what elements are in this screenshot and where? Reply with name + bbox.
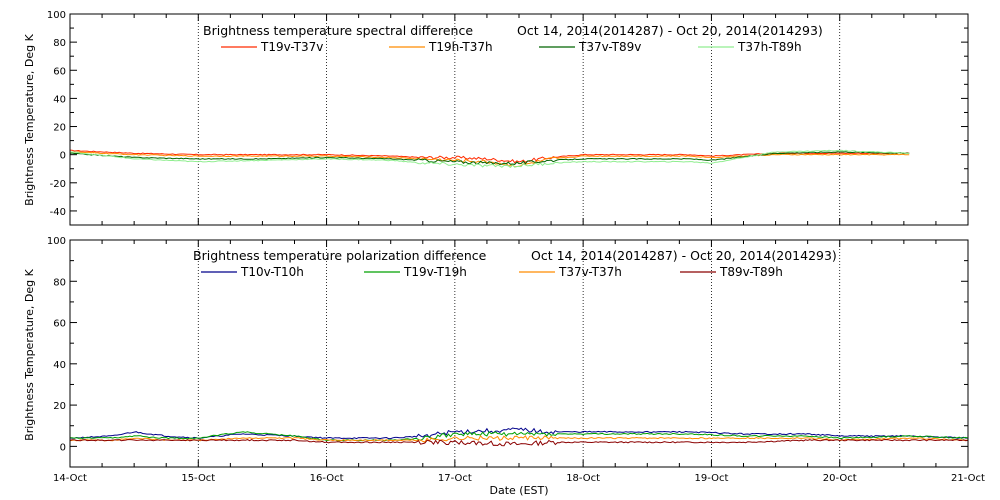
polarization-series-line-t89v-t89h [69,439,969,447]
polarization-y-tick-label: 20 [53,401,66,412]
spectral-series-layer [69,149,910,169]
x-axis-label: Date (EST) [489,484,548,497]
spectral-legend-label: T19v-T37v [260,40,323,54]
spectral-y-tick-label: 80 [53,38,66,49]
polarization-y-tick-label: 40 [53,360,66,371]
spectral-date-range: Oct 14, 2014(2014287) - Oct 20, 2014(201… [517,23,823,38]
polarization-difference-panel: 0 20 40 60 80 100 14-Oct 15-Oct 16-Oct 17-Oct 18-… [23,236,985,497]
spectral-y-axis-label: Brightness Temperature, Deg K [23,33,36,205]
spectral-y-tick-label: 60 [53,66,66,77]
polarization-y-tick-label: 60 [53,319,66,330]
spectral-series-line-t19h-t37h [69,151,910,168]
polarization-ticks [69,239,969,468]
x-tick-label: 14-Oct [53,473,87,484]
spectral-y-tick-label: 20 [53,123,66,134]
spectral-y-tick-label: 100 [47,10,66,21]
spectral-legend-label: T19h-T37h [428,40,493,54]
x-tick-label: 17-Oct [438,473,472,484]
spectral-ticks [69,13,969,226]
polarization-legend-label: T89v-T89h [719,265,783,279]
spectral-legend: T19v-T37v T19h-T37h T37v-T89v T37h-T89h [221,40,802,54]
x-tick-label: 19-Oct [694,473,728,484]
x-tick-label: 16-Oct [310,473,344,484]
polarization-date-range: Oct 14, 2014(2014287) - Oct 20, 2014(201… [531,248,837,263]
spectral-legend-label: T37h-T89h [737,40,802,54]
x-tick-label: 18-Oct [566,473,600,484]
spectral-y-tick-label: -20 [50,179,66,190]
polarization-series-layer [69,427,969,447]
polarization-y-axis-label: Brightness Temperature, Deg K [23,268,36,440]
spectral-difference-panel: -40 -20 0 20 40 60 80 100 Brightness temperatur… [23,10,969,226]
spectral-title: Brightness temperature spectral differen… [203,23,473,38]
spectral-y-tick-label: 0 [60,151,66,162]
polarization-grid [197,240,841,467]
spectral-grid [197,14,841,225]
polarization-series-line-t10v-t10h [69,427,968,440]
polarization-series-line-t19v-t19h [70,431,969,442]
spectral-legend-label: T37v-T89v [578,40,641,54]
polarization-y-tick-label: 80 [53,277,66,288]
polarization-legend-label: T37v-T37h [558,265,622,279]
polarization-legend: T10v-T10h T19v-T19h T37v-T37h T89v-T89h [201,265,783,279]
polarization-y-tick-label: 0 [60,442,66,453]
polarization-x-tick-labels: 14-Oct 15-Oct 16-Oct 17-Oct 18-Oct 19-Oct 20-O… [53,473,985,484]
spectral-y-tick-label: 40 [53,94,66,105]
x-tick-label: 15-Oct [181,473,215,484]
polarization-y-tick-labels: 0 20 40 60 80 100 [47,236,66,453]
spectral-series-line-t37v-t89v [69,151,910,166]
polarization-legend-label: T19v-T19h [403,265,467,279]
polarization-y-tick-label: 100 [47,236,66,247]
x-tick-label: 21-Oct [951,473,985,484]
x-tick-label: 20-Oct [823,473,857,484]
polarization-title: Brightness temperature polarization diff… [193,248,487,263]
spectral-series-line-t37h-t89h [69,149,910,169]
spectral-y-tick-labels: -40 -20 0 20 40 60 80 100 [47,10,66,218]
spectral-y-tick-label: -40 [50,207,66,218]
polarization-legend-label: T10v-T10h [240,265,304,279]
